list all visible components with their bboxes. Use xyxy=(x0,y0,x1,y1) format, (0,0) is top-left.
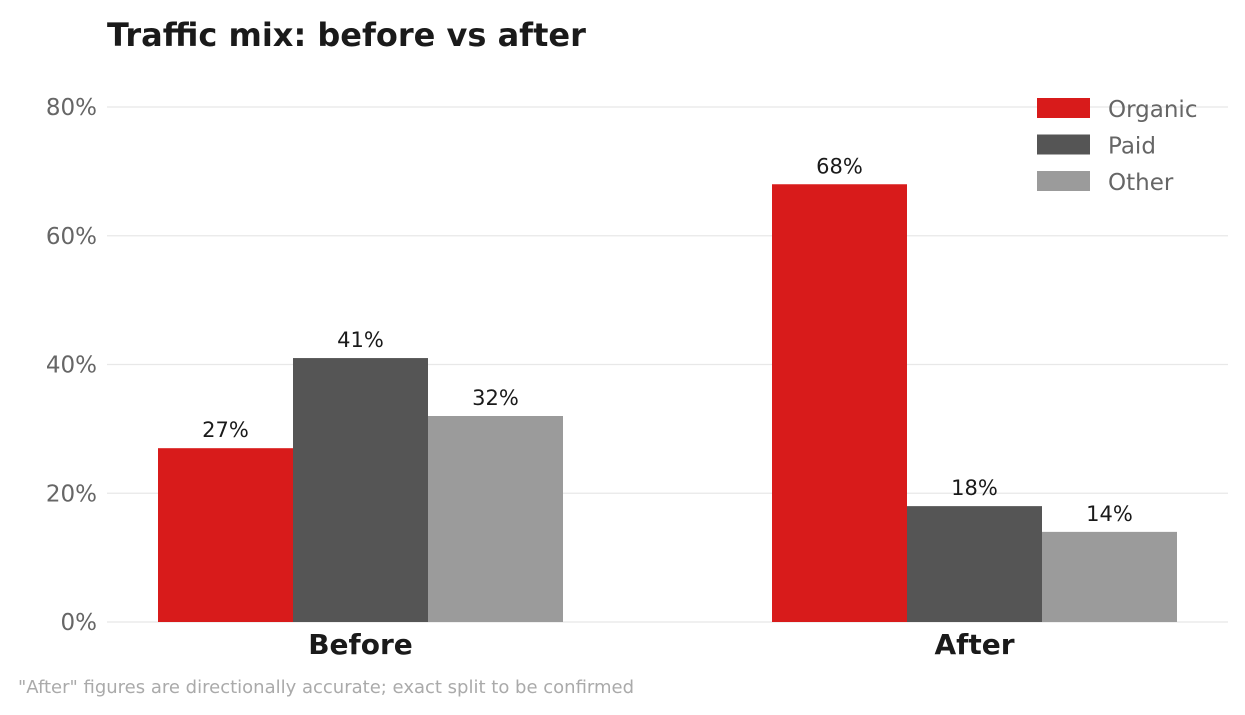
legend-swatch-paid xyxy=(1037,134,1090,155)
bar-paid-after xyxy=(907,506,1042,622)
bar-other-after xyxy=(1042,531,1177,622)
legend-label-organic: Organic xyxy=(1108,97,1197,123)
category-label-before: Before xyxy=(308,628,413,661)
bar-paid-before xyxy=(293,358,428,622)
data-label: 32% xyxy=(472,386,519,410)
legend: Organic Paid Other xyxy=(1037,97,1197,196)
bar-organic-after xyxy=(772,184,907,622)
data-label: 41% xyxy=(337,328,384,352)
y-tick-label: 80% xyxy=(46,95,97,121)
footnote: "After" figures are directionally accura… xyxy=(18,677,634,698)
y-tick-label: 20% xyxy=(46,481,97,507)
y-tick-label: 40% xyxy=(46,353,97,379)
data-label: 68% xyxy=(816,154,863,178)
y-axis-ticks: 0% 20% 40% 60% 80% xyxy=(46,95,97,636)
bar-other-before xyxy=(428,416,563,622)
legend-swatch-other xyxy=(1037,171,1090,191)
data-label: 18% xyxy=(951,476,998,500)
data-labels: 27% 41% 32% 68% 18% 14% xyxy=(202,154,1133,526)
category-label-after: After xyxy=(934,628,1014,661)
data-label: 14% xyxy=(1086,502,1133,526)
legend-swatch-organic xyxy=(1037,98,1090,118)
x-axis-categories: Before After xyxy=(308,628,1014,661)
chart-title: Traffic mix: before vs after xyxy=(107,16,586,54)
bars xyxy=(158,184,1177,622)
legend-label-other: Other xyxy=(1108,170,1174,196)
legend-label-paid: Paid xyxy=(1108,134,1156,160)
y-tick-label: 60% xyxy=(46,224,97,250)
y-tick-label: 0% xyxy=(61,610,98,636)
data-label: 27% xyxy=(202,418,249,442)
bar-organic-before xyxy=(158,448,293,622)
